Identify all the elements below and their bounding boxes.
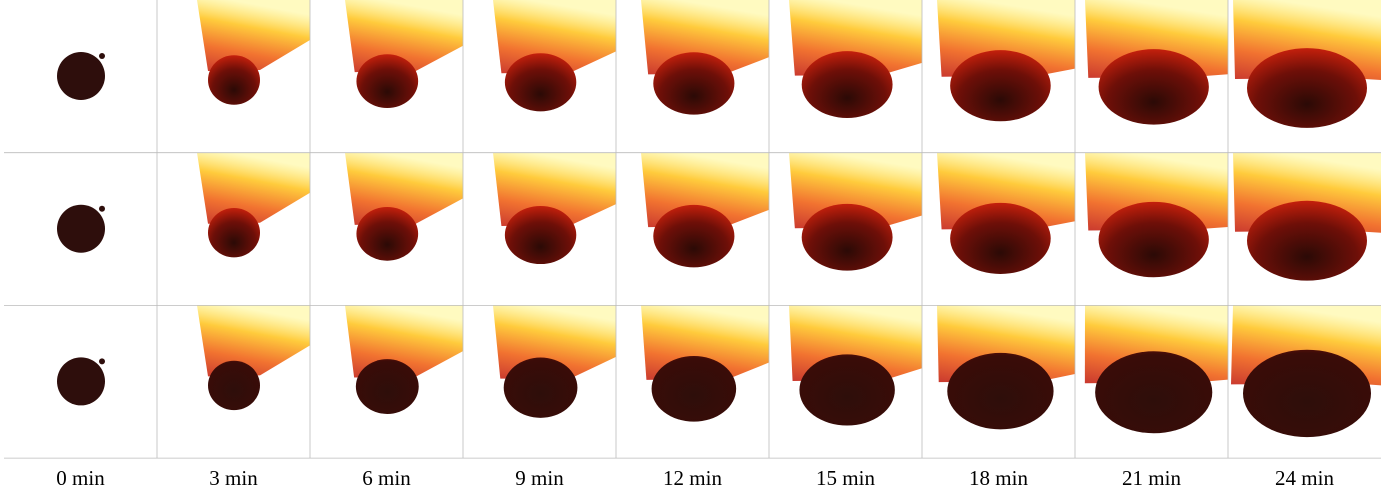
debris-bowl <box>653 205 734 267</box>
frame <box>937 305 1075 429</box>
frame <box>1231 305 1381 437</box>
frame <box>345 305 463 414</box>
time-label: 21 min <box>1122 466 1181 490</box>
frame <box>493 305 616 417</box>
frame <box>493 0 616 111</box>
frames <box>4 0 1381 458</box>
time-label: 15 min <box>816 466 875 490</box>
time-label: 9 min <box>515 466 564 490</box>
frame <box>345 153 463 261</box>
body <box>57 357 105 405</box>
time-label: 0 min <box>56 466 105 490</box>
frame <box>493 153 616 264</box>
frame <box>57 52 105 100</box>
ejecta-plume <box>197 0 310 71</box>
debris-bowl <box>802 51 893 118</box>
frame <box>789 0 922 118</box>
frame <box>197 153 310 258</box>
time-label: 18 min <box>969 466 1028 490</box>
frame <box>641 153 769 268</box>
frame <box>197 305 310 410</box>
frame <box>57 205 105 253</box>
debris-bowl <box>1095 351 1212 433</box>
frame <box>197 0 310 105</box>
debris-bowl <box>1247 201 1367 281</box>
frame <box>1233 0 1381 128</box>
debris-bowl <box>1099 202 1209 277</box>
frame <box>641 0 769 115</box>
debris-bowl <box>950 203 1051 274</box>
frame <box>1085 0 1228 125</box>
debris-bowl <box>947 353 1053 430</box>
impactor <box>99 358 105 364</box>
debris-bowl <box>208 208 260 257</box>
frame <box>789 153 922 271</box>
frame <box>1085 153 1228 278</box>
impactor <box>99 53 105 59</box>
debris-bowl <box>208 55 260 104</box>
ejecta-plume <box>197 153 310 224</box>
debris-bowl <box>802 204 893 271</box>
frame <box>1233 153 1381 281</box>
frame <box>345 0 463 108</box>
frame <box>937 0 1075 121</box>
impactor <box>99 206 105 212</box>
time-labels: 0 min 3 min 6 min 9 min 12 min 15 min 18 min 21… <box>56 466 1334 490</box>
frame <box>641 305 769 421</box>
page: 0 min 3 min 6 min 9 min 12 min 15 min 18 min 21… <box>0 0 1397 502</box>
debris-bowl <box>504 358 578 418</box>
time-label: 6 min <box>362 466 411 490</box>
frame <box>789 305 922 425</box>
figure: 0 min 3 min 6 min 9 min 12 min 15 min 18 min 21… <box>0 0 1397 497</box>
debris-bowl <box>505 206 576 264</box>
debris-bowl <box>950 50 1051 121</box>
ejecta-plume <box>197 305 310 376</box>
debris-bowl <box>505 53 576 111</box>
frame <box>57 357 105 405</box>
debris-bowl <box>1243 350 1371 437</box>
debris-bowl <box>356 359 419 414</box>
time-label: 24 min <box>1275 466 1334 490</box>
debris-bowl <box>1247 48 1367 128</box>
body <box>57 52 105 100</box>
frame <box>1085 305 1228 433</box>
debris-bowl <box>652 356 737 422</box>
frame <box>937 153 1075 274</box>
debris-bowl <box>799 354 894 425</box>
body <box>57 205 105 253</box>
time-label: 3 min <box>209 466 258 490</box>
debris-bowl <box>356 207 418 261</box>
debris-bowl <box>208 361 260 410</box>
debris-bowl <box>356 54 418 108</box>
debris-bowl <box>653 52 734 114</box>
time-label: 12 min <box>663 466 722 490</box>
debris-bowl <box>1099 49 1209 124</box>
